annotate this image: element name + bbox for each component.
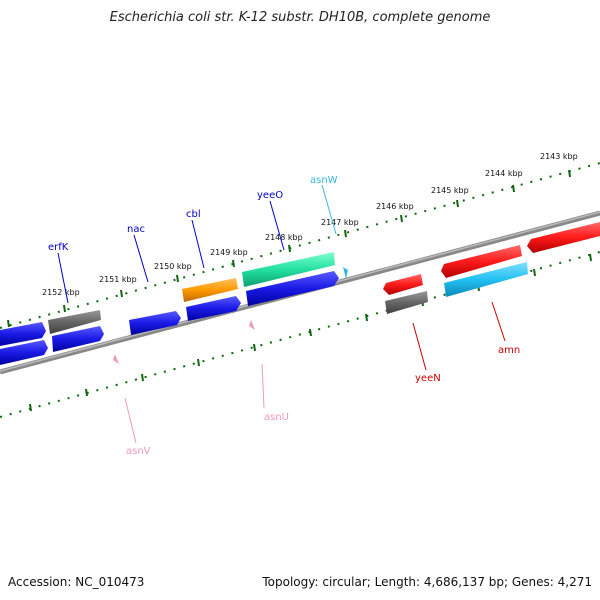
leader-lines: [57, 184, 506, 444]
major-ticks: [7, 169, 571, 328]
feature-label-cbl: cbl: [186, 209, 201, 220]
gene-arrow[interactable]: [527, 222, 600, 253]
gene-arrow-yeeN[interactable]: [383, 274, 423, 295]
gene-arrow[interactable]: [385, 291, 428, 314]
tick-label: 2150 kbp: [154, 262, 192, 271]
tick-label: 2143 kbp: [540, 152, 578, 161]
tick-label: 2152 kbp: [42, 288, 80, 297]
upper-scale-track: [0, 162, 600, 329]
gene-arrow-yeeO[interactable]: [242, 252, 335, 287]
feature-label-asnW: asnW: [310, 175, 338, 186]
gene-arrow[interactable]: [441, 245, 522, 278]
trna-marker-asnW[interactable]: [343, 267, 348, 279]
genome-title: Escherichia coli str. K-12 substr. DH10B…: [109, 10, 491, 25]
gene-arrow[interactable]: [246, 271, 339, 306]
gene-arrow-nac[interactable]: [129, 311, 181, 335]
gene-arrow[interactable]: [186, 296, 241, 321]
forward-strand-features: [0, 252, 348, 346]
tick-label: 2149 kbp: [210, 248, 248, 257]
feature-labels: erfK nac cbl yeeO asnW asnU asnV yeeN am…: [48, 175, 520, 457]
feature-label-amn: amn: [498, 345, 520, 356]
trna-marker-asnV[interactable]: [113, 354, 119, 364]
gene-arrow[interactable]: [0, 322, 46, 346]
gene-arrow-cbl[interactable]: [182, 278, 238, 302]
reverse-strand-features: [0, 222, 600, 365]
feature-label-erfK: erfK: [48, 242, 69, 253]
gene-arrow[interactable]: [48, 310, 101, 334]
tick-labels: 2152 kbp 2151 kbp 2150 kbp 2149 kbp 2148…: [42, 152, 578, 297]
tick-label: 2146 kbp: [376, 202, 414, 211]
feature-label-yeeN: yeeN: [415, 373, 441, 384]
trna-marker-asnU[interactable]: [249, 320, 255, 330]
topology-text: Topology: circular; Length: 4,686,137 bp…: [262, 575, 592, 589]
feature-label-asnV: asnV: [126, 446, 151, 457]
gene-arrow-amn[interactable]: [444, 262, 528, 297]
tick-label: 2145 kbp: [431, 186, 469, 195]
lower-scale-track: [0, 251, 600, 418]
tick-label: 2148 kbp: [265, 233, 303, 242]
feature-label-asnU: asnU: [264, 412, 289, 423]
feature-label-yeeO: yeeO: [257, 190, 283, 201]
tick-label: 2144 kbp: [485, 169, 523, 178]
gene-arrow[interactable]: [52, 326, 104, 352]
tick-label: 2147 kbp: [321, 218, 359, 227]
gene-arrow[interactable]: [0, 340, 48, 365]
accession-text: Accession: NC_010473: [8, 575, 145, 589]
tick-label: 2151 kbp: [99, 275, 137, 284]
feature-label-nac: nac: [127, 224, 145, 235]
